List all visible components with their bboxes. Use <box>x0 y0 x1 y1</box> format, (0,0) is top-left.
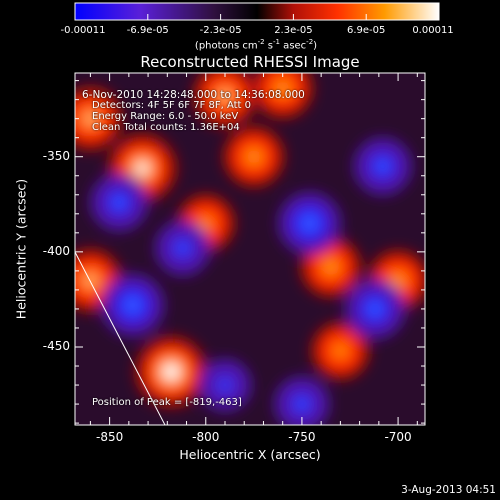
positive-emission-blob <box>198 215 214 231</box>
negative-emission-blob <box>302 216 317 231</box>
positive-emission-blob <box>282 87 284 89</box>
colorbar-tick-label: -2.3e-05 <box>199 25 242 36</box>
detectors-label: Detectors: 4F 5F 6F 7F 8F, Att 0 <box>92 100 252 111</box>
positive-emission-blob <box>162 363 180 381</box>
solar-limb-line <box>75 251 166 425</box>
x-tick-label: -800 <box>192 430 220 444</box>
positive-emission-blob <box>253 156 255 158</box>
axis-ticks <box>75 73 425 425</box>
negative-emission-blob <box>178 243 187 253</box>
colorbar <box>74 2 440 21</box>
colorbar-tick-label: -0.00011 <box>60 25 106 36</box>
time-range-label: 6-Nov-2010 14:28:48.000 to 14:36:08.000 <box>82 89 305 101</box>
plot-title: Reconstructed RHESSI Image <box>140 53 360 71</box>
total-counts-label: Clean Total counts: 1.36E+04 <box>92 122 240 133</box>
colorbar-tick-label: -6.9e-05 <box>126 25 169 36</box>
y-axis-label: Heliocentric Y (arcsec) <box>13 178 29 320</box>
positive-emission-blob <box>136 161 149 175</box>
y-tick-label: -400 <box>42 243 70 258</box>
negative-emission-blob <box>368 302 382 316</box>
plot-frame <box>74 72 426 426</box>
negative-emission-blob <box>125 297 140 313</box>
positive-emission-blob <box>330 266 332 268</box>
peak-position-label: Position of Peak = [-819,-463] <box>92 397 242 408</box>
positive-emission-blob <box>397 279 399 282</box>
y-tick-label: -350 <box>42 148 70 163</box>
negative-emission-blob <box>221 381 229 389</box>
colorbar-units: (photons cm-2 s-1 asec-2) <box>194 38 318 52</box>
positive-emission-blob <box>88 116 93 122</box>
footer-date: 3-Aug-2013 04:51 <box>401 484 496 496</box>
colorbar-ticks <box>74 14 440 20</box>
y-tick-label: -450 <box>42 338 70 353</box>
colorbar-tick-label: 6.9e-05 <box>346 25 386 36</box>
positive-emission-blob <box>332 343 348 359</box>
negative-emission-blob <box>377 161 388 172</box>
negative-emission-blob <box>114 197 125 208</box>
x-axis-label: Heliocentric X (arcsec) <box>179 447 321 462</box>
heatmap-blobs <box>75 73 425 425</box>
negative-emission-blob <box>297 399 307 409</box>
colorbar-gradient <box>74 2 440 21</box>
energy-range-label: Energy Range: 6.0 - 50.0 keV <box>92 111 239 122</box>
colorbar-tick-label: 2.3e-05 <box>274 25 313 36</box>
x-tick-label: -750 <box>288 430 316 444</box>
colorbar-tick-label: 0.00011 <box>412 25 454 36</box>
positive-emission-blob <box>222 93 228 99</box>
x-tick-label: -700 <box>384 430 412 444</box>
x-tick-label: -850 <box>95 430 124 444</box>
